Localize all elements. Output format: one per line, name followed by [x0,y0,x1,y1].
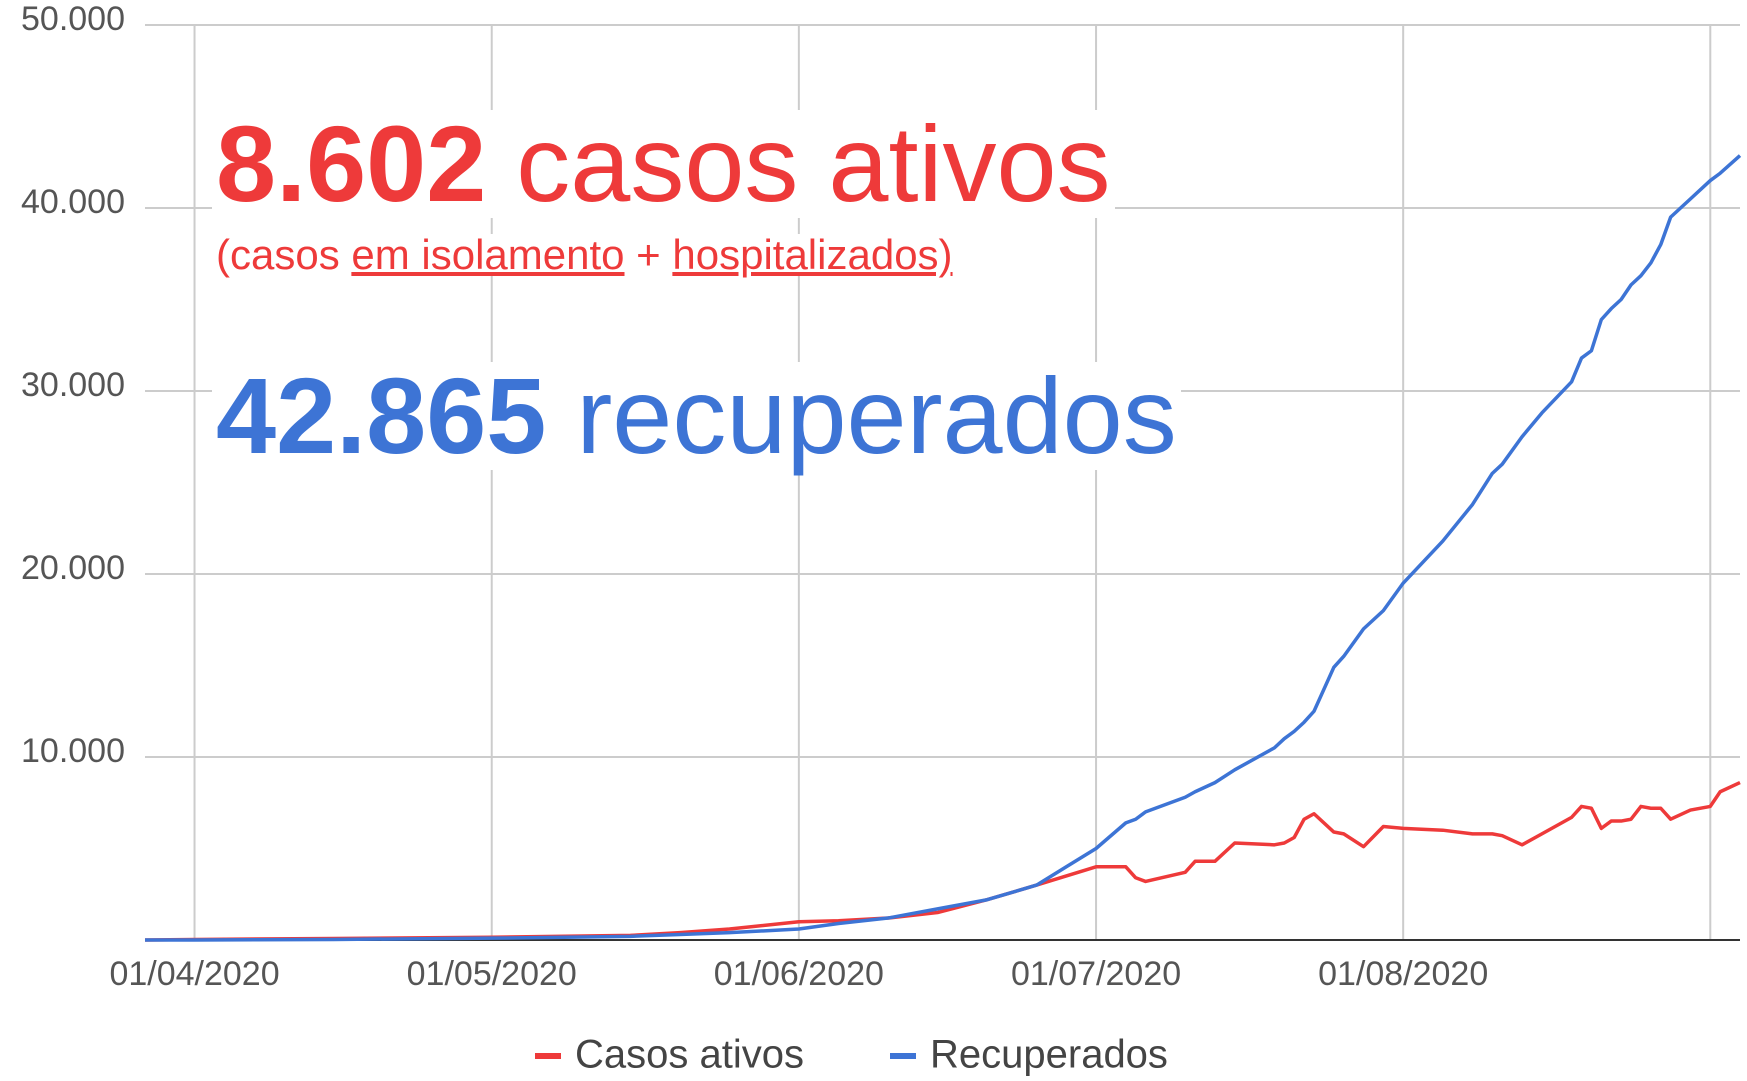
active-text: casos ativos [516,103,1111,224]
x-tick-label: 01/07/2020 [1011,955,1181,993]
note-link[interactable]: hospitalizados) [672,231,953,278]
recovered-text: recuperados [576,355,1177,476]
series-line [145,154,1742,942]
legend-swatch [535,1053,561,1059]
y-tick-label: 40.000 [21,183,125,221]
x-tick-label: 01/06/2020 [714,955,884,993]
y-tick-label: 20.000 [21,549,125,587]
note-link[interactable]: em isolamento [351,231,625,278]
active-value: 8.602 [216,103,487,224]
series-line [144,780,1741,942]
active-headline: 8.602 casos ativos [212,110,1115,218]
y-tick-label: 10.000 [21,732,125,770]
note-text: + [636,231,661,278]
y-tick-label: 50.000 [21,0,125,38]
note-text: (casos [216,231,340,278]
recovered-value: 42.865 [216,355,547,476]
x-tick-label: 01/05/2020 [407,955,577,993]
x-tick-label: 01/04/2020 [109,955,279,993]
active-note: (casos em isolamento + hospitalizados) [212,234,957,276]
recovered-headline: 42.865 recuperados [212,362,1181,470]
legend-swatch [890,1053,916,1059]
legend-label: Casos ativos [575,1033,804,1077]
legend-label: Recuperados [930,1033,1168,1077]
x-tick-label: 01/08/2020 [1318,955,1488,993]
y-tick-label: 30.000 [21,366,125,404]
